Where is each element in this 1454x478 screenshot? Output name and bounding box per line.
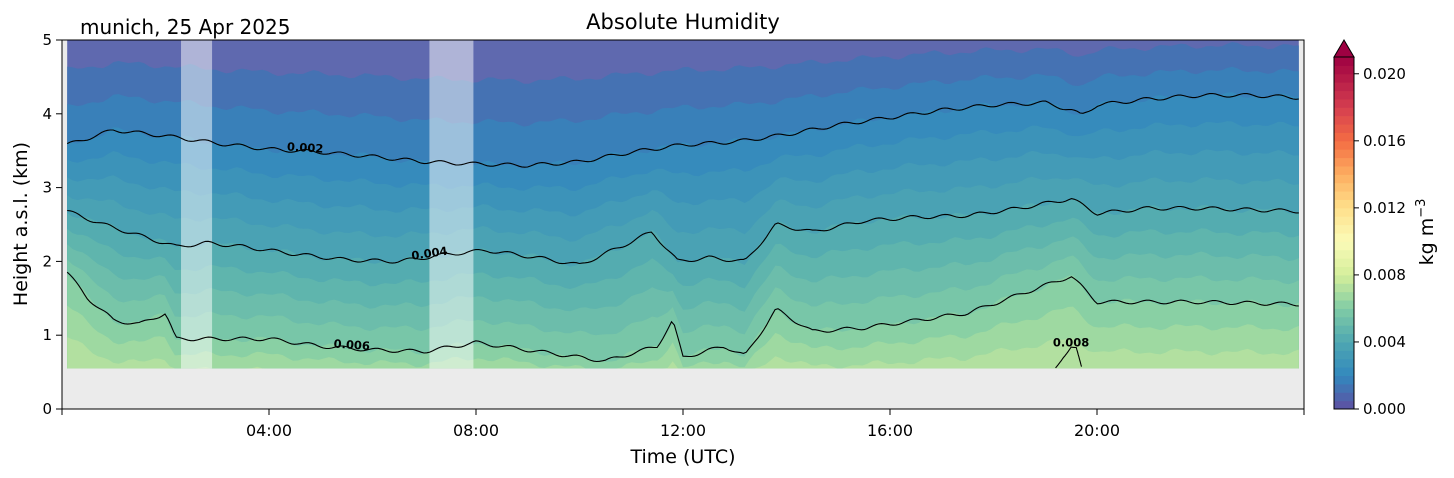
y-tick-label: 2 xyxy=(42,252,52,270)
contour-line xyxy=(66,92,1299,168)
colorbar-band xyxy=(1334,325,1354,335)
colorbar-band xyxy=(1334,57,1354,66)
colorbar-band xyxy=(1334,350,1354,360)
colorbar-band xyxy=(1334,140,1354,150)
colorbar-band xyxy=(1334,341,1354,351)
colorbar-bands xyxy=(1334,57,1354,410)
colorbar-band xyxy=(1334,308,1354,318)
colorbar-band xyxy=(1334,90,1354,100)
colorbar-band xyxy=(1334,383,1354,393)
contour-label: 0.008 xyxy=(1053,336,1089,350)
colorbar-band xyxy=(1334,182,1354,192)
colorbar: 0.000 0.004 0.008 0.012 0.016 0.020 kg m−3 xyxy=(1333,39,1438,418)
colorbar-band xyxy=(1334,300,1354,309)
y-axis-label: Height a.s.l. (km) xyxy=(10,142,32,306)
colorbar-tick-label: 0.020 xyxy=(1363,65,1406,83)
colorbar-band xyxy=(1334,65,1354,75)
contour-label: 0.006 xyxy=(333,337,370,354)
x-axis: 04:00 08:00 12:00 16:00 20:00 xyxy=(61,409,1305,440)
colorbar-band xyxy=(1334,174,1354,184)
colorbar-band xyxy=(1334,82,1354,92)
colorbar-band xyxy=(1334,199,1354,209)
colorbar-band xyxy=(1334,107,1354,117)
fill-band xyxy=(67,337,1299,369)
y-tick-label: 4 xyxy=(42,105,52,123)
x-axis-label: Time (UTC) xyxy=(629,446,735,468)
chart-title: Absolute Humidity xyxy=(586,10,780,34)
humidity-fill-bands xyxy=(67,40,1299,369)
colorbar-band xyxy=(1334,98,1354,108)
contour-line xyxy=(1055,346,1083,369)
y-tick-label: 5 xyxy=(42,31,52,49)
colorbar-band xyxy=(1334,375,1354,385)
data-gap xyxy=(429,40,474,369)
colorbar-band xyxy=(1334,291,1354,301)
x-tick-label: 16:00 xyxy=(867,421,913,440)
colorbar-band xyxy=(1334,333,1354,343)
colorbar-band xyxy=(1334,216,1354,226)
colorbar-band xyxy=(1334,316,1354,326)
colorbar-tick-label: 0.008 xyxy=(1363,266,1406,284)
colorbar-band xyxy=(1334,249,1354,259)
colorbar-ticks: 0.000 0.004 0.008 0.012 0.016 0.020 xyxy=(1354,65,1406,418)
x-tick-label: 04:00 xyxy=(246,421,292,440)
colorbar-band xyxy=(1334,241,1354,251)
plot-area: 0.002 0.004 0.006 0.008 xyxy=(61,39,1305,410)
colorbar-band xyxy=(1334,392,1354,402)
data-gap xyxy=(181,40,213,369)
data-gaps xyxy=(181,40,474,369)
colorbar-band xyxy=(1334,157,1354,167)
colorbar-band xyxy=(1334,115,1354,125)
colorbar-tick-label: 0.016 xyxy=(1363,132,1406,150)
colorbar-band xyxy=(1334,358,1354,368)
colorbar-band xyxy=(1334,132,1354,142)
y-axis: 0 1 2 3 4 5 xyxy=(42,31,62,418)
x-tick-label: 20:00 xyxy=(1074,421,1120,440)
colorbar-band xyxy=(1334,149,1354,159)
y-tick-label: 1 xyxy=(42,326,52,344)
contour-label: 0.002 xyxy=(287,140,324,156)
colorbar-band xyxy=(1334,191,1354,200)
colorbar-band xyxy=(1334,233,1354,242)
y-tick-label: 3 xyxy=(42,179,52,197)
colorbar-band xyxy=(1334,165,1354,175)
colorbar-band xyxy=(1334,367,1354,376)
contour-lines xyxy=(66,92,1299,369)
colorbar-band xyxy=(1334,124,1354,133)
contour-label: 0.004 xyxy=(410,244,448,263)
colorbar-band xyxy=(1334,283,1354,293)
colorbar-band xyxy=(1334,266,1354,276)
colorbar-band xyxy=(1334,224,1354,234)
colorbar-band xyxy=(1334,258,1354,268)
colorbar-frame xyxy=(1333,56,1355,410)
colorbar-extend-arrow xyxy=(1333,39,1355,58)
x-tick-label: 08:00 xyxy=(453,421,499,440)
colorbar-tick-label: 0.012 xyxy=(1363,199,1406,217)
colorbar-band xyxy=(1334,400,1354,410)
colorbar-band xyxy=(1334,274,1354,284)
contour-line xyxy=(66,271,1299,363)
colorbar-tick-label: 0.000 xyxy=(1363,400,1406,418)
colorbar-band xyxy=(1334,73,1354,83)
x-tick-label: 12:00 xyxy=(660,421,706,440)
y-tick-label: 0 xyxy=(42,400,52,418)
colorbar-label: kg m−3 xyxy=(1414,199,1438,266)
colorbar-band xyxy=(1334,207,1354,217)
contour-labels: 0.002 0.004 0.006 0.008 xyxy=(287,140,1090,354)
location-date-label: munich, 25 Apr 2025 xyxy=(80,15,290,39)
contour-line xyxy=(67,198,1299,265)
colorbar-tick-label: 0.004 xyxy=(1363,333,1406,351)
